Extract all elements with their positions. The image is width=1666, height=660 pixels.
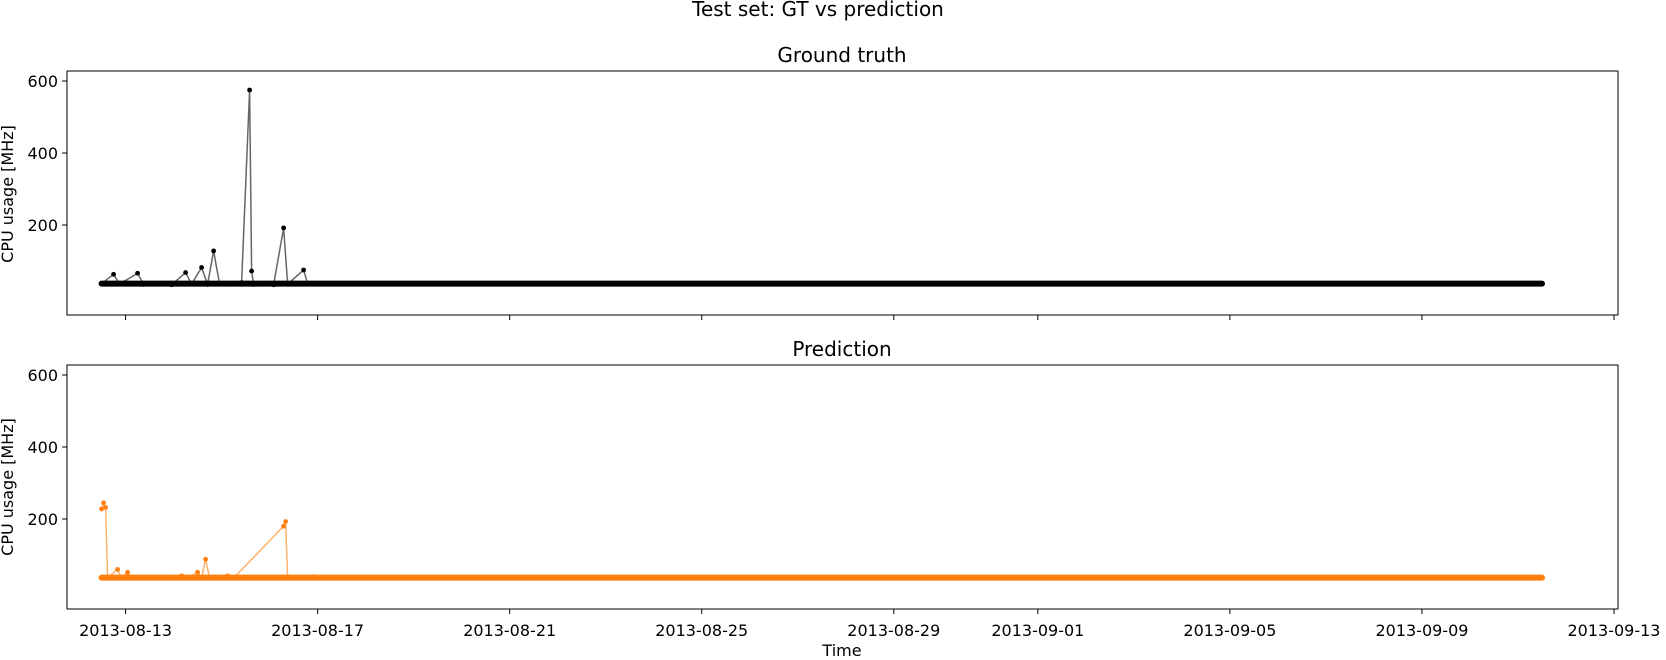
figure-suptitle: Test set: GT vs prediction [691,0,944,21]
data-point [281,225,287,231]
data-point [119,575,124,581]
data-point [285,575,291,581]
data-point [105,575,110,581]
data-point [203,556,208,562]
data-point [99,281,104,287]
data-point [169,282,174,288]
data-point [225,573,231,579]
data-point [99,506,104,512]
plot-area: 200 400 600 [27,72,1615,320]
data-point [1539,281,1545,287]
data-point [129,575,134,581]
data-point [141,282,146,287]
x-tick-label: 2013-09-05 [1183,621,1276,640]
data-point [263,280,269,286]
data-point [103,505,108,510]
plot-area: 200 400 600 2013-08-13 2013-08-17 2013-08-21 2… [27,366,1660,640]
data-point [281,523,287,529]
data-point [211,248,217,254]
x-tick-label: 2013-08-29 [847,621,940,640]
y-tick-label: 400 [27,438,58,457]
data-point [185,575,190,581]
axes-frame [66,70,1619,316]
data-point [283,519,289,524]
data-point [285,281,291,287]
data-point [239,280,245,285]
series-line [101,89,1542,288]
data-point [135,270,140,276]
y-tick-label: 200 [27,216,58,235]
panel-prediction: Prediction CPU usage [MHz] 200 400 600 2013… [0,337,1660,660]
x-axis-label: Time [821,641,861,660]
y-axis-label: CPU usage [MHz] [0,125,17,263]
x-tick-label: 2013-08-25 [655,621,748,640]
y-tick-label: 400 [27,144,58,163]
data-point [179,573,184,579]
data-point [195,569,200,575]
data-point [207,575,213,581]
data-point [247,87,253,93]
data-point [305,281,311,287]
x-tick-label: 2013-08-13 [79,621,172,640]
data-point [183,270,188,275]
x-tick-label: 2013-09-13 [1568,621,1661,640]
y-axis-label: CPU usage [MHz] [0,418,17,556]
x-tick-label: 2013-08-21 [463,621,556,640]
data-point [117,281,122,287]
panel-ground-truth: Ground truth CPU usage [MHz] 200 400 600 [0,43,1619,320]
data-point [115,567,120,572]
series-line [100,500,1542,580]
x-tick-label: 2013-09-01 [991,621,1084,640]
data-point [111,271,116,277]
data-point [163,280,168,286]
data-point [199,265,204,270]
data-point [1539,575,1545,581]
y-tick-label: 200 [27,510,58,529]
data-point [189,281,194,287]
x-tick-label: 2013-08-17 [271,621,364,640]
y-tick-label: 600 [27,366,58,385]
data-point [101,500,106,506]
data-point [251,282,257,287]
data-point [199,575,204,581]
panel-title: Ground truth [777,43,906,67]
data-point [217,281,223,287]
x-tick-label: 2013-09-09 [1375,621,1468,640]
data-point [313,575,319,581]
y-tick-label: 600 [27,72,58,91]
data-point [231,575,237,581]
axes-frame [66,364,1619,610]
data-point [249,268,255,274]
data-point [301,267,307,273]
data-point [271,282,277,288]
panel-title: Prediction [792,337,891,361]
data-point [125,569,130,575]
data-point [205,282,210,287]
